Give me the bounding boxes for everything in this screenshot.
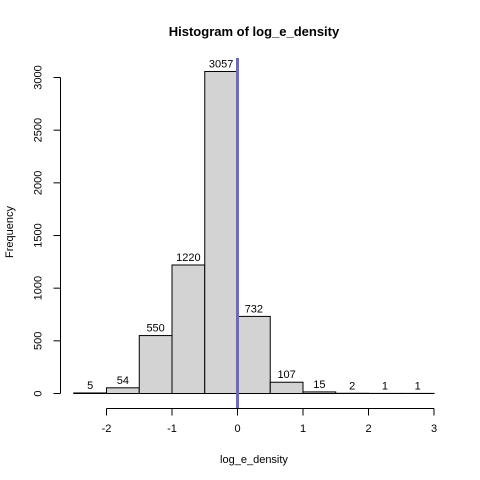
y-tick-label: 2500	[33, 118, 45, 142]
y-tick-label: 2000	[33, 171, 45, 195]
x-tick-label: -2	[102, 423, 112, 435]
histogram-bar	[73, 392, 107, 394]
x-tick-label: -1	[167, 423, 177, 435]
bar-count-label: 550	[146, 323, 164, 335]
bar-count-label: 15	[313, 379, 325, 391]
y-tick-label: 1500	[33, 223, 45, 247]
chart-title: Histogram of log_e_density	[169, 24, 340, 39]
histogram-bar	[302, 391, 337, 394]
histogram-bar	[204, 71, 238, 394]
bar-count-label: 1	[382, 380, 388, 392]
x-axis: -2 -1 0 1 2 3	[102, 408, 437, 435]
y-axis: 0 500 1000 1500 2000 2500 3000	[33, 65, 61, 397]
y-tick-label: 500	[33, 332, 45, 350]
bar-count-label: 3057	[209, 59, 233, 71]
bar-count-label: 54	[117, 375, 129, 387]
histogram-bar	[138, 335, 173, 394]
bar-count-label: 1220	[176, 252, 200, 264]
bar-count-label: 2	[349, 380, 355, 392]
bars-group	[73, 71, 435, 395]
histogram-bar	[106, 387, 140, 395]
x-tick-label: 3	[431, 423, 437, 435]
histogram-bar	[237, 315, 271, 395]
x-axis-label: log_e_density	[220, 454, 288, 466]
x-tick-label: 2	[365, 423, 371, 435]
x-tick-label: 1	[300, 423, 306, 435]
bar-count-label: 107	[277, 369, 295, 381]
y-axis-label: Frequency	[4, 206, 16, 258]
histogram-bar	[269, 381, 304, 394]
bar-count-label: 732	[245, 303, 263, 315]
y-tick-label: 1000	[33, 276, 45, 300]
bar-labels-group: 5 54 550 1220 3057 732 107 15 2 1 1	[87, 59, 421, 393]
histogram-bar	[171, 264, 206, 394]
x-tick-label: 0	[234, 423, 240, 435]
y-tick-label: 0	[33, 390, 45, 396]
bar-count-label: 1	[415, 380, 421, 392]
y-tick-label: 3000	[33, 65, 45, 89]
bar-count-label: 5	[87, 380, 93, 392]
